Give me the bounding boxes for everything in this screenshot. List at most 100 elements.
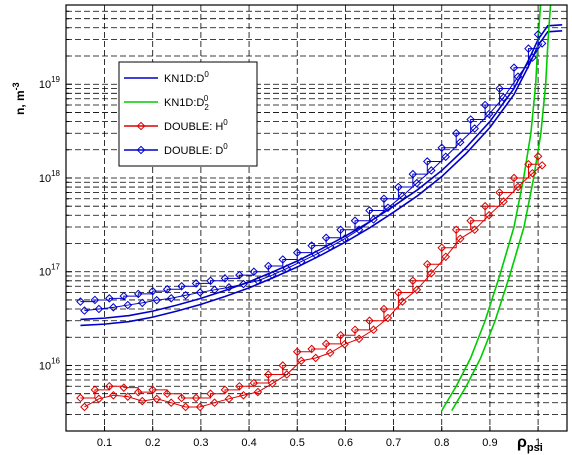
data-point [235, 270, 244, 280]
data-point [441, 252, 451, 262]
series-1 [441, 5, 552, 412]
data-point [166, 398, 176, 408]
y-axis-label-sup: -3 [11, 82, 21, 90]
x-tick-labels: 0.1 0.2 0.3 0.4 0.5 0.6 0.7 0.8 0.9 1 [97, 437, 541, 449]
data-point [394, 288, 403, 297]
series-line [80, 156, 539, 399]
data-point [307, 344, 316, 354]
data-point [321, 233, 331, 243]
data-point [119, 291, 129, 301]
data-point [109, 390, 118, 400]
data-point [408, 169, 418, 179]
y-tick-label-exp: 16 [51, 356, 60, 365]
data-point [533, 152, 543, 161]
data-point [513, 72, 523, 82]
data-point [152, 295, 162, 305]
data-point [195, 402, 205, 412]
data-point [90, 385, 100, 395]
data-point [350, 325, 360, 335]
legend-label-name: KN1D:D [164, 73, 204, 85]
x-tick-label: 0.4 [241, 437, 256, 449]
y-axis-label: n, m-3 [11, 82, 27, 115]
data-point [210, 285, 219, 295]
data-point [148, 286, 158, 296]
data-point [210, 398, 219, 408]
series-3 [76, 30, 547, 315]
data-point [148, 385, 158, 395]
data-point [253, 276, 263, 286]
data-point [177, 393, 186, 403]
data-point [480, 100, 490, 110]
series-line [441, 5, 542, 412]
data-point [379, 304, 389, 314]
data-point [398, 297, 407, 306]
data-point [220, 385, 230, 395]
legend-label-sub: 2 [204, 103, 209, 112]
series-line-companion [451, 5, 552, 412]
data-point [470, 225, 479, 235]
data-point [94, 304, 104, 314]
data-point [383, 313, 393, 323]
legend-label-0: KN1D:D0 [164, 70, 209, 85]
x-axis-label: ρpsi [517, 434, 543, 454]
data-point [426, 166, 436, 175]
series-line-companion [84, 43, 543, 312]
data-point [311, 353, 320, 363]
data-point [451, 128, 461, 138]
data-point [162, 284, 172, 294]
x-tick-label: 1 [535, 437, 541, 449]
data-point [137, 298, 147, 308]
data-point [408, 276, 418, 286]
data-point [350, 216, 360, 226]
y-tick-label: 1016 [39, 356, 61, 372]
data-point [249, 267, 259, 277]
data-point [282, 370, 292, 379]
x-tick-label: 0.8 [434, 437, 449, 449]
data-point [292, 347, 302, 357]
data-point [105, 381, 114, 391]
series-layer [76, 5, 563, 412]
legend-label-sup: 0 [223, 118, 228, 127]
x-tick-label: 0.3 [193, 437, 208, 449]
data-point [325, 242, 335, 252]
x-tick-label: 0.7 [386, 437, 401, 449]
data-point [296, 356, 306, 366]
legend-label-sup: 0 [204, 94, 209, 103]
data-point [191, 279, 201, 288]
data-point [181, 402, 190, 412]
series-line-companion [84, 164, 543, 408]
data-point [296, 257, 306, 266]
data-point [509, 173, 519, 183]
plot-frame [65, 4, 568, 432]
data-point [340, 234, 349, 244]
data-point [325, 348, 335, 358]
legend-label-name: KN1D:D [164, 97, 204, 109]
y-axis-label-main: n, m [13, 90, 27, 115]
data-point [224, 283, 234, 292]
data-point [365, 316, 374, 326]
data-point [80, 402, 89, 412]
data-point [513, 182, 523, 192]
data-point [177, 281, 186, 291]
data-point [133, 289, 143, 299]
data-point [484, 109, 494, 119]
data-point [239, 279, 248, 289]
y-tick-label-base: 10 [39, 360, 51, 372]
data-point [369, 325, 378, 335]
data-point [495, 84, 504, 93]
data-point [311, 250, 320, 259]
data-point [105, 294, 114, 303]
data-point [383, 203, 393, 213]
data-point [76, 297, 85, 306]
data-point [249, 378, 259, 388]
data-point [239, 390, 248, 400]
data-point [537, 39, 547, 48]
y-tick-label-exp: 19 [51, 75, 60, 84]
data-point [76, 393, 85, 403]
data-point [220, 274, 230, 283]
data-point [537, 161, 547, 170]
data-point [369, 215, 378, 224]
data-point [441, 152, 451, 162]
